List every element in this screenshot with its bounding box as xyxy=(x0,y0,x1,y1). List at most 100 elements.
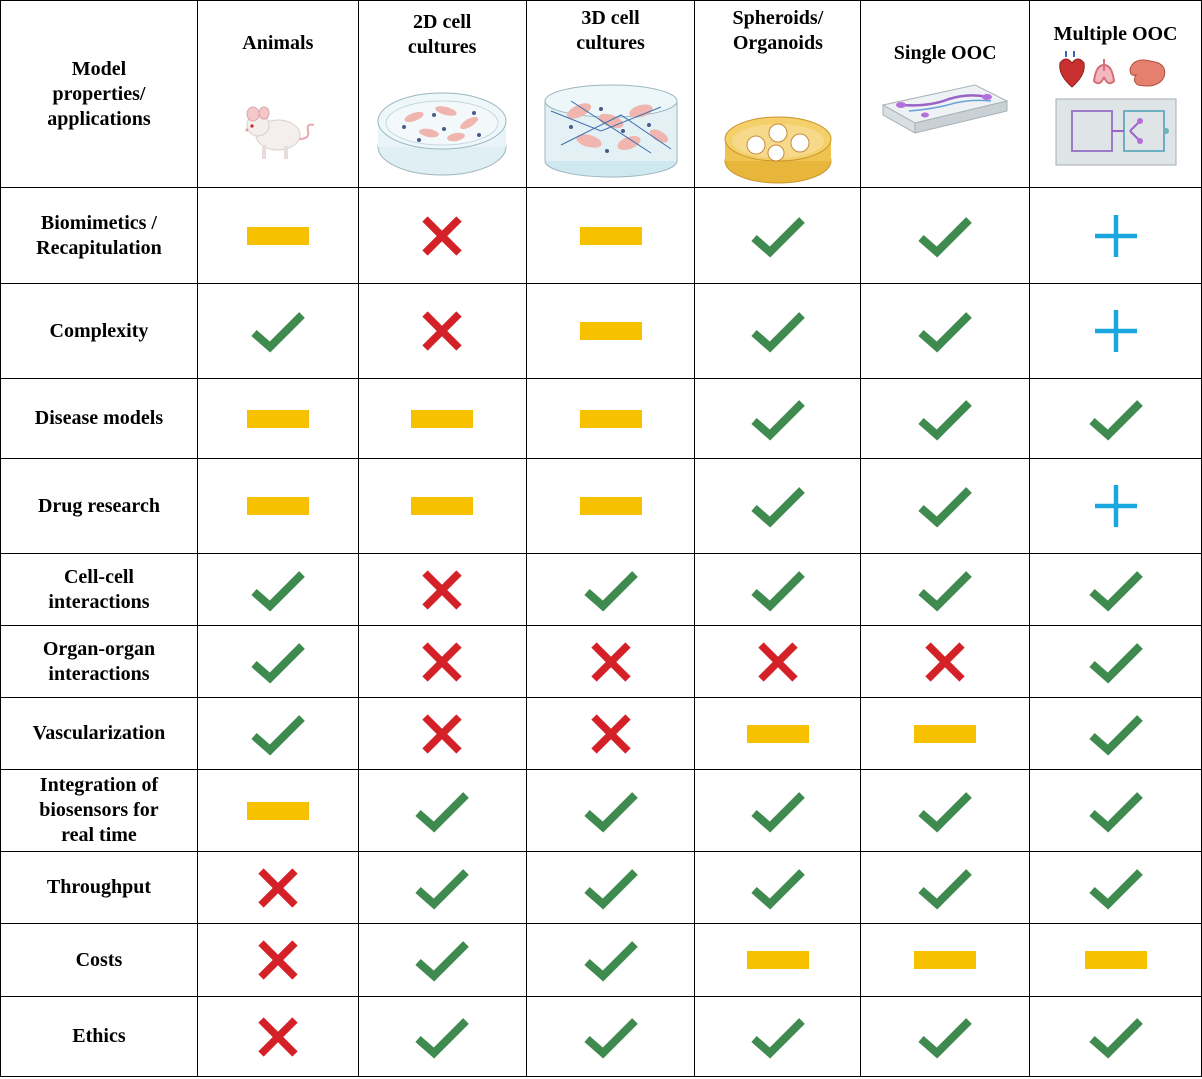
check-icon xyxy=(583,1017,638,1058)
single-chip-icon xyxy=(881,84,1009,134)
check-icon xyxy=(751,1017,805,1058)
row-label: Throughput xyxy=(46,876,152,898)
petri-dish-2d-icon xyxy=(377,92,507,176)
table-row: Throughput xyxy=(0,851,1202,924)
dash-icon xyxy=(246,801,309,820)
dash-icon xyxy=(746,724,809,743)
rating-cell-2d xyxy=(357,851,527,924)
rating-cell-sooc xyxy=(860,923,1031,997)
row-label: Cell-cell interactions xyxy=(48,565,150,613)
check-icon xyxy=(583,570,638,611)
column-label: Single OOC xyxy=(893,42,997,64)
table-row: Complexity xyxy=(0,283,1202,379)
rating-cell-mooc xyxy=(1029,378,1202,459)
check-icon xyxy=(918,1017,973,1058)
check-icon xyxy=(251,570,305,611)
rating-cell-sooc xyxy=(860,625,1031,698)
check-icon xyxy=(583,941,638,982)
row-header: Drug research xyxy=(0,458,198,554)
column-header-animals: Animals xyxy=(196,0,359,188)
rating-cell-animals xyxy=(196,187,359,284)
check-icon xyxy=(918,570,973,611)
check-icon xyxy=(751,791,805,832)
rating-cell-sooc xyxy=(860,283,1031,379)
rating-cell-sph xyxy=(694,378,862,459)
rating-cell-mooc xyxy=(1029,625,1202,698)
rating-cell-sph xyxy=(694,851,862,924)
rating-cell-mooc xyxy=(1029,697,1202,770)
dash-icon xyxy=(746,951,809,970)
rating-cell-2d xyxy=(357,458,527,554)
rating-cell-3d xyxy=(525,923,696,997)
table-row: Biomimetics / Recapitulation xyxy=(0,187,1202,284)
rating-cell-2d xyxy=(357,625,527,698)
plus-icon xyxy=(1094,214,1137,257)
rating-cell-mooc xyxy=(1029,923,1202,997)
check-icon xyxy=(1088,1017,1143,1058)
row-header: Throughput xyxy=(0,851,198,924)
check-icon xyxy=(1088,791,1143,832)
column-label: 3D cell cultures xyxy=(576,7,645,54)
dash-icon xyxy=(579,497,642,516)
rating-cell-animals xyxy=(196,923,359,997)
row-header: Costs xyxy=(0,923,198,997)
row-label: Organ-organ interactions xyxy=(42,637,156,685)
row-label: Complexity xyxy=(49,319,149,342)
check-icon xyxy=(751,570,805,611)
rating-cell-mooc xyxy=(1029,553,1202,626)
corner-label: Model properties/ applications xyxy=(47,57,151,130)
multi-chip-icon xyxy=(1055,98,1177,166)
check-icon xyxy=(415,1017,470,1058)
column-header-multiple-ooc: Multiple OOC xyxy=(1029,0,1202,188)
rating-cell-sph xyxy=(694,769,862,852)
cross-icon xyxy=(758,641,798,682)
rating-cell-sph xyxy=(694,187,862,284)
column-header-2d-cell-cultures: 2D cell cultures xyxy=(357,0,527,188)
table-row: Organ-organ interactions xyxy=(0,625,1202,698)
check-icon xyxy=(918,399,973,440)
row-label: Disease models xyxy=(34,407,164,429)
check-icon xyxy=(251,312,305,353)
cross-icon xyxy=(422,569,462,610)
rating-cell-2d xyxy=(357,923,527,997)
check-icon xyxy=(918,487,973,528)
rating-cell-3d xyxy=(525,458,696,554)
rating-cell-animals xyxy=(196,769,359,852)
plus-icon xyxy=(1094,485,1137,527)
dash-icon xyxy=(411,409,474,428)
column-label: Animals xyxy=(242,32,314,54)
row-header: Ethics xyxy=(0,996,198,1077)
organoid-dish-icon xyxy=(724,116,832,184)
rating-cell-sph xyxy=(694,283,862,379)
dash-icon xyxy=(246,497,309,516)
table-row: Costs xyxy=(0,923,1202,997)
cross-icon xyxy=(422,311,462,351)
table-row: Integration of biosensors for real time xyxy=(0,769,1202,852)
check-icon xyxy=(1088,868,1143,909)
rating-cell-mooc xyxy=(1029,187,1202,284)
rating-cell-animals xyxy=(196,625,359,698)
cross-icon xyxy=(422,641,462,682)
check-icon xyxy=(918,312,973,353)
corner-header: Model properties/ applications xyxy=(0,0,198,188)
row-header: Organ-organ interactions xyxy=(0,625,198,698)
cross-icon xyxy=(258,940,298,980)
table-row: Drug research xyxy=(0,458,1202,554)
column-label: Multiple OOC xyxy=(1053,23,1178,45)
dash-icon xyxy=(246,409,309,428)
rating-cell-3d xyxy=(525,697,696,770)
row-header: Cell-cell interactions xyxy=(0,553,198,626)
rating-cell-3d xyxy=(525,851,696,924)
rating-cell-sooc xyxy=(860,851,1031,924)
rating-cell-2d xyxy=(357,187,527,284)
row-label: Integration of biosensors for real time xyxy=(39,774,159,846)
rating-cell-3d xyxy=(525,625,696,698)
rating-cell-3d xyxy=(525,996,696,1077)
row-label: Ethics xyxy=(72,1025,126,1047)
rating-cell-sph xyxy=(694,625,862,698)
cross-icon xyxy=(590,713,631,754)
rating-cell-sph xyxy=(694,923,862,997)
column-label: 2D cell cultures xyxy=(407,11,477,58)
dash-icon xyxy=(1084,951,1147,970)
check-icon xyxy=(251,714,305,755)
